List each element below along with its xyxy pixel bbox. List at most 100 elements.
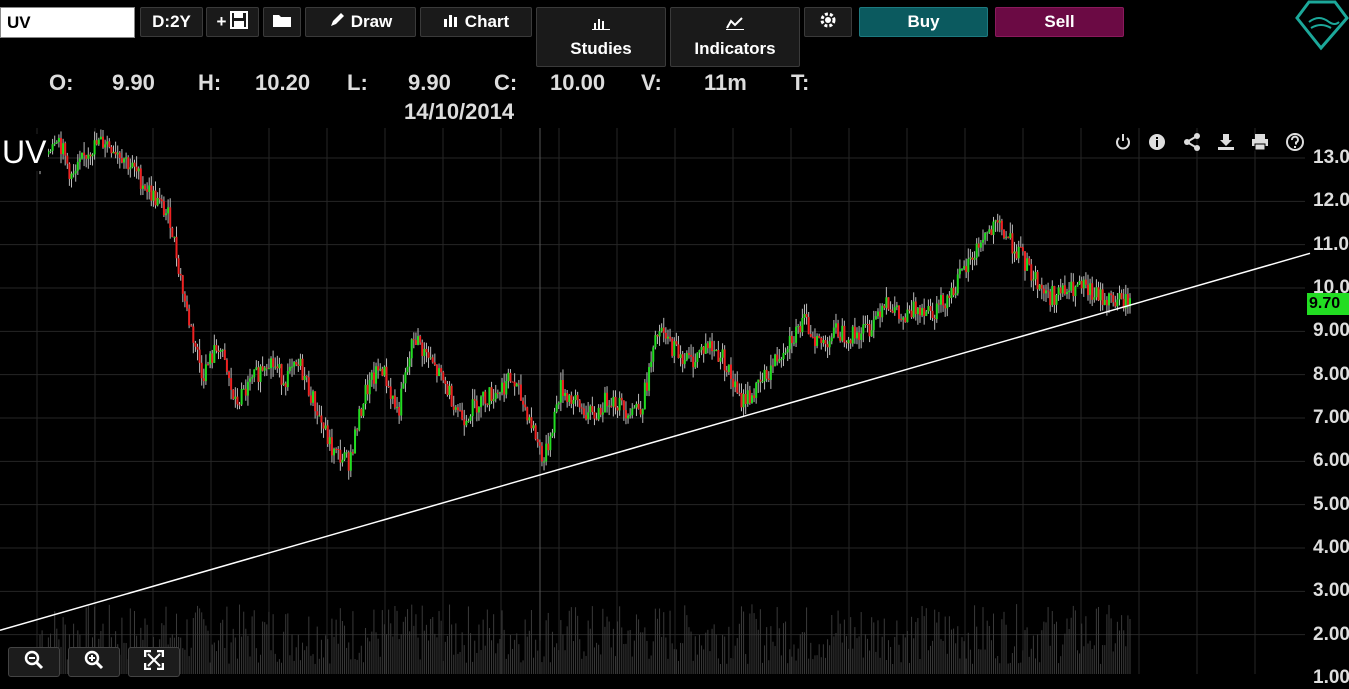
candle-body	[1065, 292, 1068, 295]
candle-body	[715, 350, 718, 352]
candle-body	[427, 352, 430, 358]
candle-body	[923, 308, 926, 316]
zoom-in-button[interactable]	[68, 647, 120, 677]
candle-body	[146, 189, 149, 192]
candle-body	[276, 366, 279, 369]
y-tick-label: 12.0	[1313, 190, 1349, 212]
open-value: 9.90	[112, 70, 155, 95]
candle-body	[998, 220, 1001, 223]
sell-button[interactable]: Sell	[995, 7, 1124, 37]
candle-body	[885, 297, 888, 308]
symbol-input[interactable]	[0, 7, 135, 38]
fullscreen-button[interactable]	[128, 647, 180, 677]
candle-body	[902, 317, 905, 320]
candle-body	[148, 185, 151, 192]
candle-body	[897, 305, 900, 319]
candle-body	[1097, 287, 1100, 301]
open-button[interactable]	[263, 7, 301, 37]
candle-body	[658, 331, 661, 337]
candle-body	[580, 407, 583, 409]
candle-body	[379, 368, 382, 371]
candle-body	[801, 318, 804, 333]
candle-body	[400, 388, 403, 416]
candle-body	[635, 403, 638, 408]
candle-body	[1005, 236, 1008, 238]
candle-body	[362, 403, 365, 416]
candle-body	[648, 367, 651, 391]
candle-body	[240, 389, 243, 405]
candle-body	[929, 306, 932, 311]
candle-body	[1030, 264, 1033, 281]
y-tick-label: 3.00	[1313, 580, 1349, 602]
candle-body	[1082, 279, 1085, 289]
zoom-out-button[interactable]	[8, 647, 60, 677]
candle-body	[125, 157, 128, 159]
info-icon[interactable]	[1146, 131, 1168, 153]
candle-body	[1084, 279, 1087, 285]
candle-body	[1015, 251, 1018, 259]
candle-body	[826, 344, 829, 348]
candle-body	[904, 317, 907, 323]
time-label: T:	[791, 70, 810, 95]
candle-body	[881, 305, 884, 318]
candle-body	[736, 381, 739, 393]
candle-body	[368, 379, 371, 395]
candle-body	[694, 362, 697, 368]
settings-button[interactable]	[804, 7, 852, 37]
candle-body	[721, 349, 724, 358]
share-icon[interactable]	[1181, 131, 1203, 153]
candle-body	[761, 381, 764, 383]
candle-body	[175, 236, 178, 259]
indicators-button[interactable]: Indicators	[670, 7, 800, 67]
buy-button[interactable]: Buy	[859, 7, 988, 37]
candle-body	[700, 346, 703, 351]
candle-body	[570, 395, 573, 404]
candle-body	[131, 162, 134, 168]
candle-body	[1028, 258, 1031, 265]
candle-body	[858, 332, 861, 340]
draw-button[interactable]: Draw	[305, 7, 416, 37]
candle-body	[690, 354, 693, 357]
y-tick-label: 4.00	[1313, 537, 1349, 558]
candle-body	[286, 371, 289, 388]
candle-body	[746, 390, 749, 405]
period-button[interactable]: D:2Y	[140, 7, 203, 37]
candle-body	[68, 163, 71, 179]
candle-body	[677, 344, 680, 359]
candle-body	[1019, 246, 1022, 248]
candle-body	[496, 392, 499, 394]
candle-body	[209, 353, 212, 365]
candle-body	[912, 301, 915, 318]
y-tick-label: 11.0	[1313, 233, 1349, 255]
candle-body	[582, 408, 585, 416]
buy-label: Buy	[907, 12, 940, 31]
candle-body	[599, 407, 602, 415]
candle-body	[816, 335, 819, 346]
volume-label: V:	[641, 70, 662, 95]
candle-body	[889, 309, 892, 311]
candle-body	[274, 366, 277, 368]
download-icon[interactable]	[1215, 131, 1237, 153]
candle-body	[969, 257, 972, 259]
print-icon[interactable]	[1249, 131, 1271, 153]
candle-body	[944, 305, 947, 309]
candle-body	[511, 381, 514, 383]
studies-button[interactable]: Studies	[536, 7, 666, 67]
candle-body	[318, 415, 321, 417]
candle-body	[561, 379, 564, 396]
chart-button[interactable]: Chart	[420, 7, 532, 37]
chart-label: Chart	[464, 12, 510, 31]
candle-body	[230, 378, 233, 390]
power-icon[interactable]	[1112, 131, 1134, 153]
add-save-button[interactable]: +	[206, 7, 259, 37]
candle-body	[1112, 295, 1115, 303]
candle-body	[1000, 220, 1003, 230]
candle-body	[108, 141, 111, 147]
last-price-tag: 9.70	[1307, 293, 1349, 315]
candle-body	[530, 417, 533, 429]
price-chart[interactable]	[0, 128, 1349, 674]
candle-body	[645, 382, 648, 391]
candle-body	[608, 405, 611, 407]
candle-body	[711, 341, 714, 352]
help-icon[interactable]	[1284, 131, 1306, 153]
